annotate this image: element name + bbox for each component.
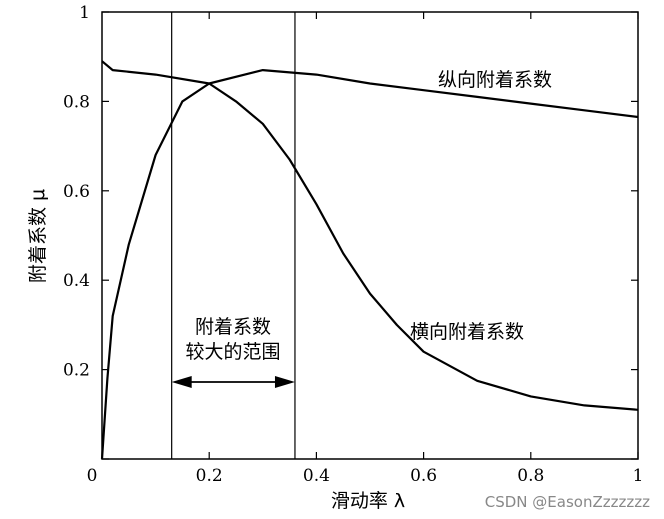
region-label-line-2: 较大的范围 [185, 341, 280, 363]
series-lines [100, 60, 639, 460]
y-tick-label-2: 0.4 [63, 271, 90, 291]
region-arrow-left-head [171, 376, 192, 388]
x-tick-label-origin: 0 [87, 466, 98, 486]
tick-labels: 0.2 0.4 0.6 0.8 1 0 0.2 0.4 0.6 0.8 1 [63, 3, 643, 486]
series-label-longitudinal: 纵向附着系数 [438, 69, 552, 91]
x-axis-label: 滑动率 λ [331, 490, 405, 512]
x-tick-label-3: 0.8 [517, 466, 544, 486]
y-tick-label-5: 1 [79, 3, 90, 23]
x-tick-label-1: 0.4 [303, 466, 330, 486]
x-tick-label-4: 1 [633, 466, 644, 486]
series-label-lateral: 横向附着系数 [410, 321, 524, 343]
x-tick-label-2: 0.6 [410, 466, 437, 486]
ticks [102, 11, 639, 460]
y-tick-label-4: 0.8 [63, 92, 90, 112]
plot-frame [101, 11, 639, 460]
y-tick-label-1: 0.2 [63, 361, 90, 381]
region-arrow-right-head [274, 376, 295, 388]
watermark: CSDN @EasonZzzzzzz [485, 493, 650, 511]
series-line-1 [101, 60, 639, 411]
y-tick-label-3: 0.6 [63, 182, 90, 202]
series-line-0 [100, 68, 639, 460]
region-label-line-1: 附着系数 [195, 316, 271, 338]
region [171, 12, 296, 459]
y-axis-label: 附着系数 μ [27, 189, 49, 283]
x-tick-label-0: 0.2 [196, 466, 223, 486]
